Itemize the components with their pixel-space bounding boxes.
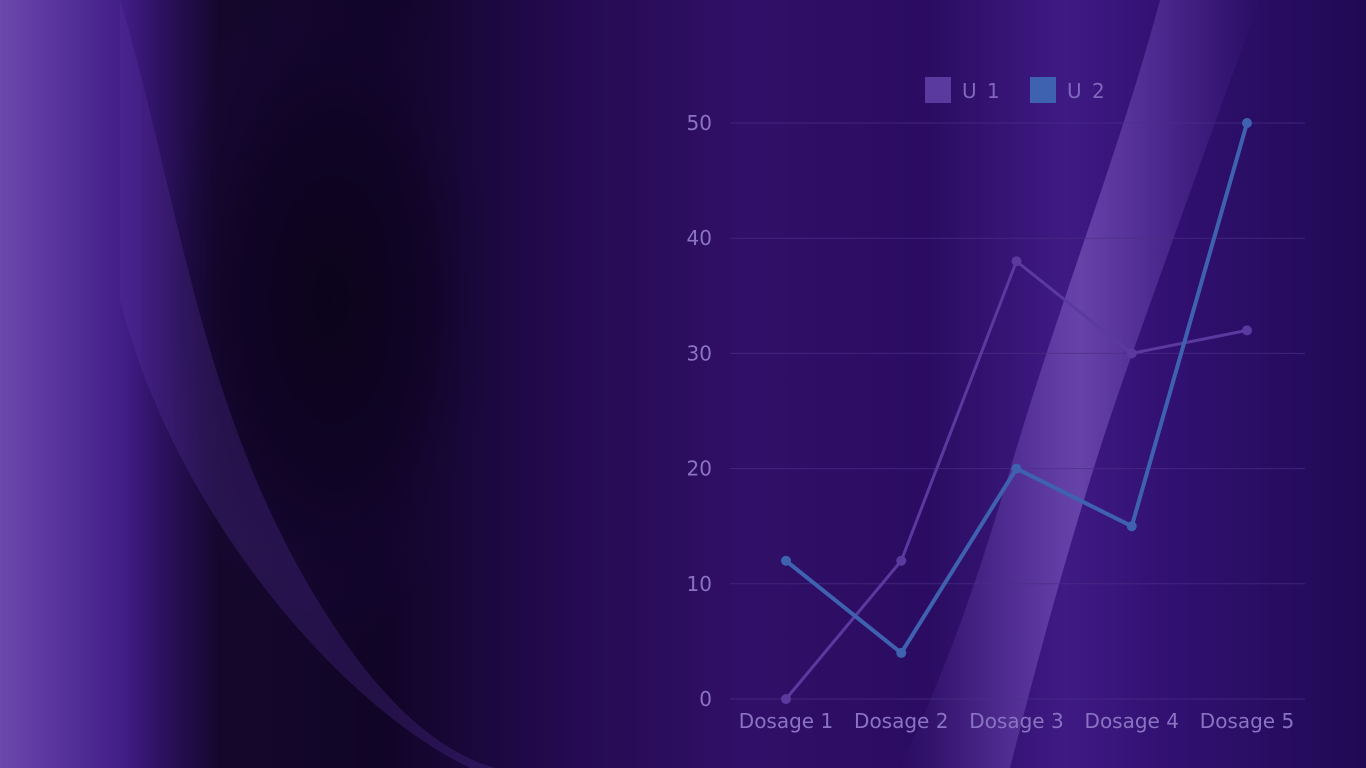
y-tick-label: 0 [699, 687, 712, 711]
y-tick-label: 40 [687, 226, 712, 250]
x-tick-label: Dosage 1 [739, 709, 833, 733]
series-line-u2 [784, 122, 1249, 655]
data-point-u2 [781, 555, 791, 566]
data-point-u1 [1126, 348, 1137, 359]
y-tick-label: 30 [687, 341, 712, 365]
data-point-u1 [1242, 325, 1252, 336]
legend: U 1 U 2 [925, 77, 1107, 103]
data-point-u2 [1126, 521, 1137, 532]
x-tick-label: Dosage 3 [969, 709, 1063, 733]
legend-swatch-u1 [925, 77, 951, 103]
legend-label-u1: U 1 [962, 79, 1002, 103]
x-tick-label: Dosage 2 [854, 709, 948, 733]
data-point-u2 [1242, 118, 1252, 128]
legend-label-u2: U 2 [1067, 79, 1107, 103]
data-point-u2 [1011, 463, 1022, 474]
gridlines [730, 122, 1305, 700]
legend-swatch-u2 [1030, 77, 1056, 103]
data-point-u2 [896, 647, 907, 658]
x-tick-label: Dosage 5 [1200, 709, 1294, 733]
data-point-u1 [896, 555, 907, 566]
y-tick-label: 10 [687, 572, 712, 596]
series-lines [781, 118, 1252, 704]
data-point-u1 [781, 694, 791, 704]
x-axis-ticks: Dosage 1 Dosage 2 Dosage 3 Dosage 4 Dosage 5 [739, 709, 1294, 733]
y-axis-ticks: 0 10 20 30 40 50 [687, 111, 712, 711]
series-line-u1 [784, 259, 1248, 700]
x-tick-label: Dosage 4 [1085, 709, 1179, 733]
data-point-u1 [1011, 256, 1022, 267]
y-tick-label: 20 [687, 457, 712, 481]
y-tick-label: 50 [687, 111, 712, 135]
